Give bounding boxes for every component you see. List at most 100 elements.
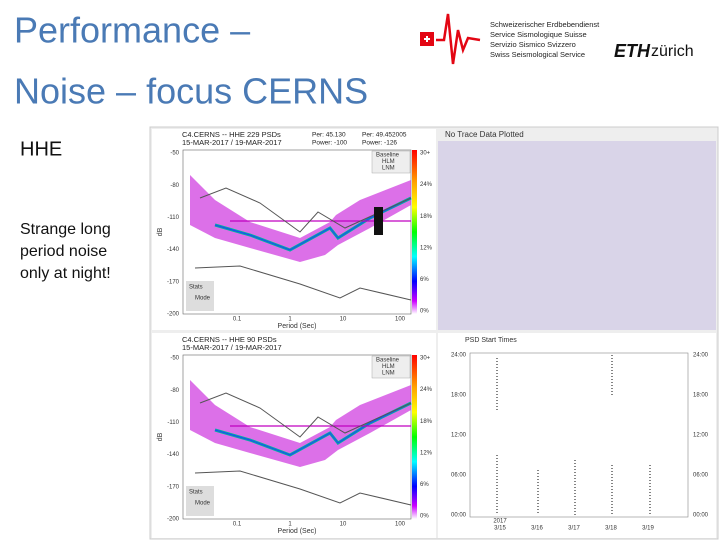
start-times-axes bbox=[469, 352, 689, 518]
time-tick-label: 06:00 bbox=[451, 473, 467, 479]
y-tick-label: -50 bbox=[170, 356, 179, 362]
empty-panel bbox=[438, 129, 716, 330]
y-tick-label: -140 bbox=[167, 452, 180, 458]
date-tick-label: 3/17 bbox=[568, 526, 580, 532]
plot-readout: Per: 45.130 bbox=[312, 132, 346, 139]
legend-box bbox=[371, 355, 411, 379]
colorbar-label: 24% bbox=[420, 182, 433, 188]
date-tick-label: 3/18 bbox=[605, 526, 617, 532]
marker bbox=[374, 207, 383, 235]
y-axis-label: dB bbox=[157, 227, 164, 236]
nhnm bbox=[199, 187, 412, 233]
start-times-title: PSD Start Times bbox=[465, 337, 517, 344]
stats-box bbox=[186, 281, 214, 311]
psd-cloud bbox=[190, 380, 411, 467]
nhnm bbox=[199, 392, 412, 438]
logo-cross bbox=[424, 36, 430, 42]
time-tick-label: 12:00 bbox=[451, 433, 467, 439]
stats-label: Mode bbox=[195, 296, 211, 302]
legend-label: LNM bbox=[382, 166, 395, 172]
colorbar-label: 30+ bbox=[420, 151, 431, 157]
date-tick-label: 3/16 bbox=[531, 526, 543, 532]
time-tick-label: 12:00 bbox=[693, 433, 709, 439]
colorbar-label: 0% bbox=[420, 309, 429, 315]
date-tick-label: 3/15 bbox=[494, 526, 506, 532]
eth-logo: ETH bbox=[614, 41, 651, 61]
time-tick-label: 00:00 bbox=[451, 513, 467, 519]
y-tick-label: -170 bbox=[167, 279, 180, 285]
legend-label: LNM bbox=[382, 371, 395, 377]
plot-title: C4.CERNS -- HHE 229 PSDs bbox=[182, 130, 281, 139]
empty-panel-header bbox=[438, 129, 716, 141]
nlnm bbox=[194, 265, 412, 301]
nlnm bbox=[194, 470, 412, 506]
slide-title: Noise – focus CERNS bbox=[14, 71, 368, 112]
colorbar bbox=[412, 355, 417, 519]
time-tick-label: 00:00 bbox=[693, 513, 709, 519]
psd-mode bbox=[214, 197, 412, 251]
x-axis-label: Period (Sec) bbox=[278, 323, 317, 330]
note: Strange long bbox=[20, 221, 111, 238]
stats-label: Stats bbox=[189, 285, 203, 291]
plot-title: C4.CERNS -- HHE 90 PSDs bbox=[182, 335, 277, 344]
y-tick-label: -140 bbox=[167, 247, 180, 253]
time-tick-label: 18:00 bbox=[451, 393, 467, 399]
plot-dates: 15-MAR-2017 / 19-MAR-2017 bbox=[182, 138, 282, 147]
colorbar-label: 0% bbox=[420, 514, 429, 520]
legend-label: HLM bbox=[382, 364, 395, 370]
legend-label: Baseline bbox=[376, 358, 400, 364]
time-tick-label: 24:00 bbox=[693, 353, 709, 359]
colorbar-label: 6% bbox=[420, 277, 429, 283]
plot-readout: Per: 49.452005 bbox=[362, 132, 407, 139]
x-tick-label: 10 bbox=[340, 522, 347, 528]
x-axis-label: Period (Sec) bbox=[278, 528, 317, 535]
colorbar-label: 6% bbox=[420, 482, 429, 488]
plot-readout: Power: -126 bbox=[362, 140, 397, 147]
colorbar bbox=[412, 150, 417, 314]
psd-mode bbox=[214, 402, 412, 456]
colorbar-label: 18% bbox=[420, 419, 433, 425]
legend-label: Baseline bbox=[376, 153, 400, 159]
plot-readout: Power: -100 bbox=[312, 140, 347, 147]
colorbar-label: 30+ bbox=[420, 356, 431, 362]
y-axis-label: dB bbox=[157, 432, 164, 441]
channel-label: HHE bbox=[20, 138, 62, 160]
slide-title: Performance – bbox=[14, 10, 250, 51]
x-tick-label: 0.1 bbox=[233, 317, 242, 323]
y-tick-label: -200 bbox=[167, 312, 180, 318]
plot-dates: 15-MAR-2017 / 19-MAR-2017 bbox=[182, 343, 282, 352]
stats-label: Mode bbox=[195, 501, 211, 507]
time-tick-label: 06:00 bbox=[693, 473, 709, 479]
x-tick-label: 1 bbox=[288, 317, 292, 323]
start-time-dots bbox=[496, 355, 651, 515]
y-tick-label: -110 bbox=[167, 420, 179, 426]
note: period noise bbox=[20, 243, 107, 260]
y-tick-label: -50 bbox=[170, 151, 179, 157]
legend-label: HLM bbox=[382, 159, 395, 165]
y-tick-label: -110 bbox=[167, 215, 179, 221]
legend-box bbox=[371, 150, 411, 174]
stats-box bbox=[186, 486, 214, 516]
time-tick-label: 24:00 bbox=[451, 353, 467, 359]
date-tick-label: 3/19 bbox=[642, 526, 654, 532]
x-tick-label: 100 bbox=[395, 522, 406, 528]
y-tick-label: -170 bbox=[167, 484, 180, 490]
time-tick-label: 18:00 bbox=[693, 393, 709, 399]
note: only at night! bbox=[20, 265, 111, 282]
colorbar-label: 12% bbox=[420, 450, 433, 456]
stats-label: Stats bbox=[189, 490, 203, 496]
start-times-panel bbox=[438, 333, 716, 538]
y-tick-label: -200 bbox=[167, 517, 180, 523]
y-tick-label: -80 bbox=[170, 388, 179, 394]
y-tick-label: -80 bbox=[170, 183, 179, 189]
logo-text: Schweizerischer Erdbebendienst bbox=[490, 20, 600, 29]
year-label: 2017 bbox=[493, 519, 507, 525]
no-trace-label: No Trace Data Plotted bbox=[445, 130, 524, 139]
x-tick-label: 10 bbox=[340, 317, 347, 323]
x-tick-label: 100 bbox=[395, 317, 406, 323]
x-tick-label: 0.1 bbox=[233, 522, 242, 528]
eth-logo: zürich bbox=[651, 43, 694, 60]
logo-text: Swiss Seismological Service bbox=[490, 50, 585, 59]
